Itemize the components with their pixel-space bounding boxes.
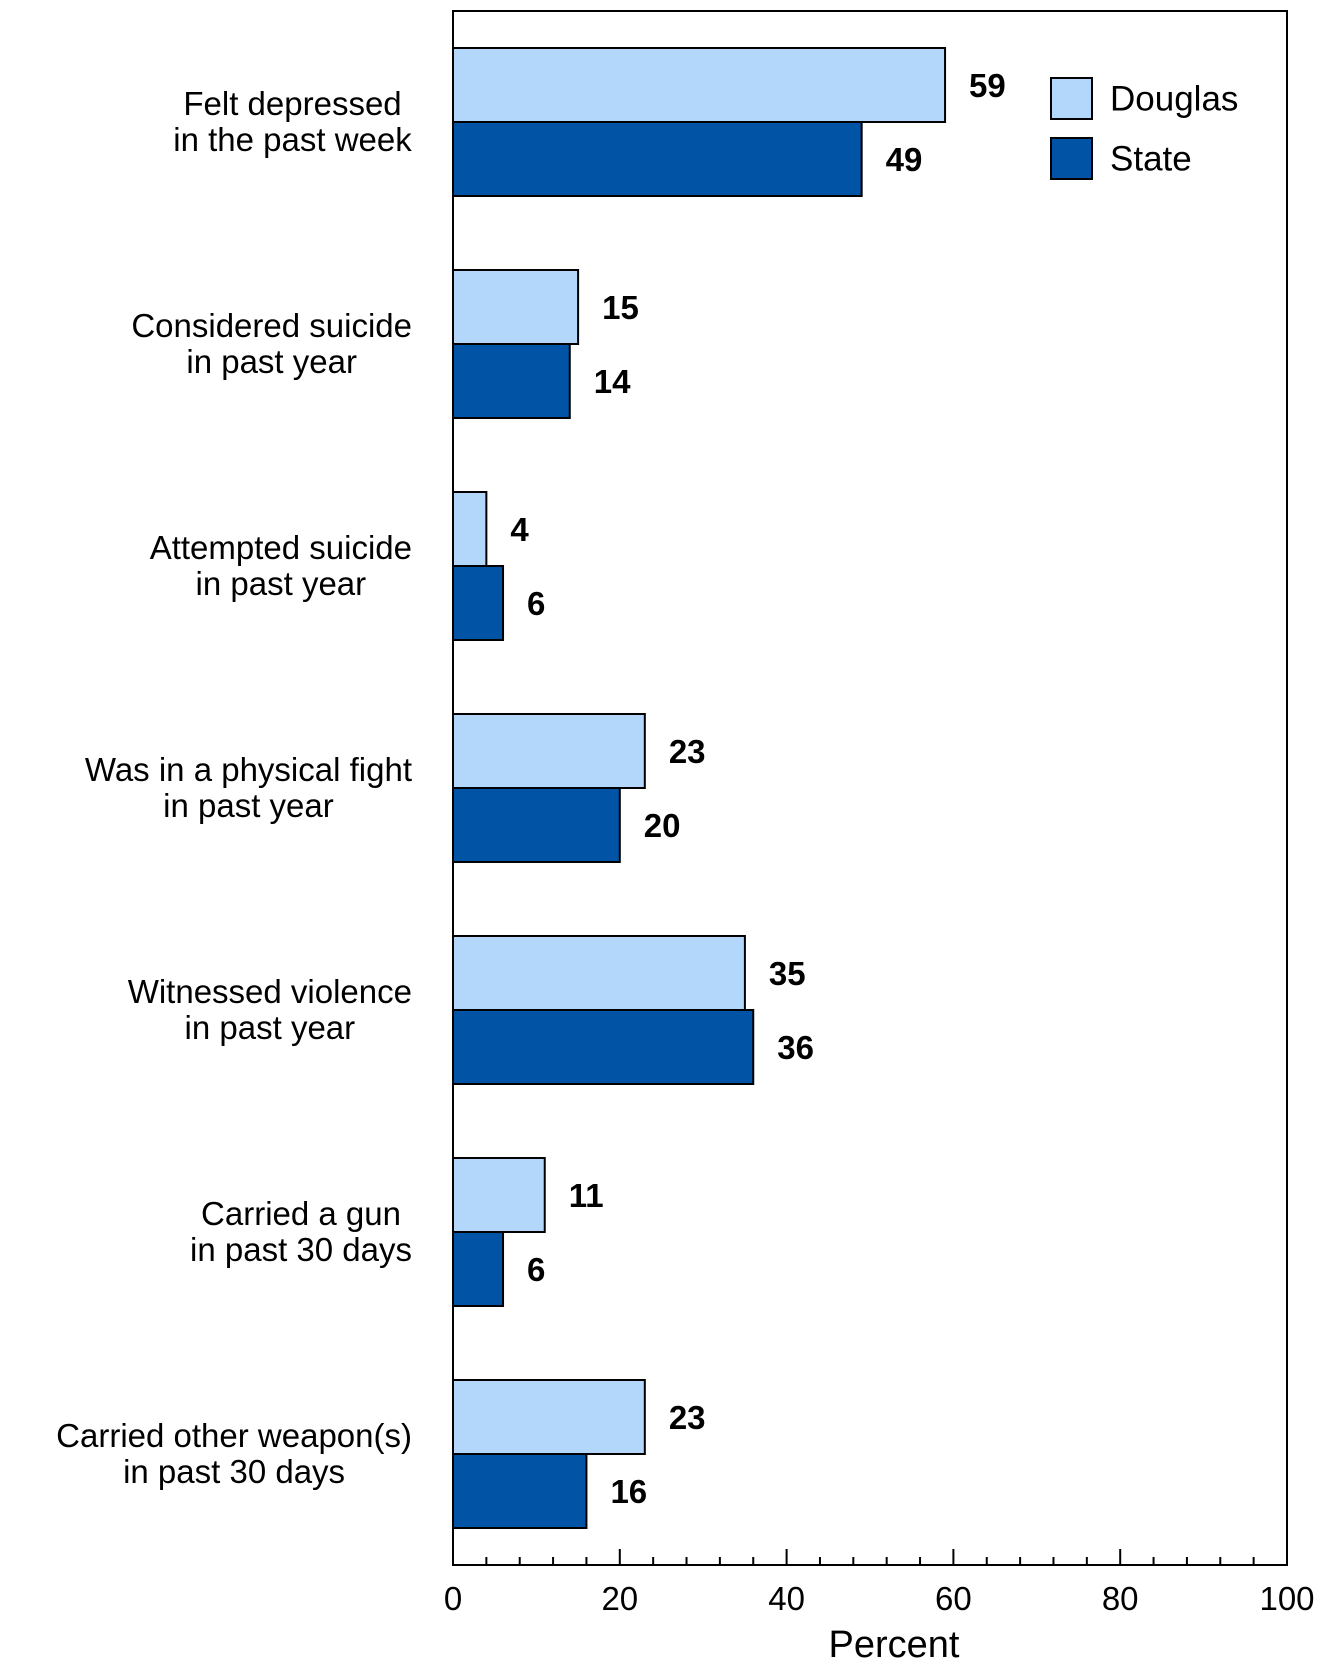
bar-state-1 — [452, 343, 571, 419]
category-label-2: Attempted suicide in past year — [150, 529, 412, 602]
value-label-state-3: 20 — [644, 807, 681, 844]
bar-douglas-2 — [452, 491, 488, 567]
bar-douglas-4 — [452, 935, 746, 1011]
category-label-0: Felt depressed in the past week — [173, 85, 412, 158]
bar-state-5 — [452, 1231, 505, 1307]
bar-state-3 — [452, 787, 621, 863]
legend-label-state: State — [1110, 140, 1192, 179]
bar-state-0 — [452, 121, 863, 197]
value-label-state-6: 16 — [610, 1473, 647, 1510]
category-label-4: Witnessed violence in past year — [128, 973, 412, 1046]
bar-state-6 — [452, 1453, 588, 1529]
bar-state-2 — [452, 565, 505, 641]
value-label-state-4: 36 — [777, 1029, 814, 1066]
x-tick-label: 100 — [1259, 1580, 1314, 1617]
x-tick-label: 60 — [935, 1580, 972, 1617]
legend-label-douglas: Douglas — [1110, 80, 1238, 119]
category-label-5: Carried a gun in past 30 days — [190, 1195, 412, 1268]
plot-frame — [452, 10, 1288, 1566]
value-label-douglas-0: 59 — [969, 67, 1006, 104]
x-tick-label: 0 — [444, 1580, 462, 1617]
value-label-douglas-4: 35 — [769, 955, 806, 992]
value-label-douglas-5: 11 — [569, 1177, 604, 1214]
value-label-state-1: 14 — [594, 363, 631, 400]
bar-douglas-1 — [452, 269, 580, 345]
bars-group — [452, 47, 947, 1529]
x-axis: 0 20 40 60 80 100 — [444, 1549, 1315, 1617]
bar-state-4 — [452, 1009, 755, 1085]
value-label-douglas-6: 23 — [669, 1399, 706, 1436]
bar-douglas-3 — [452, 713, 646, 789]
legend-swatch-douglas — [1050, 77, 1093, 120]
category-label-1: Considered suicide in past year — [131, 307, 412, 380]
value-label-state-5: 6 — [527, 1251, 545, 1288]
category-labels: Felt depressed in the past week Considered… — [56, 85, 412, 1490]
x-tick-label: 80 — [1102, 1580, 1139, 1617]
value-label-douglas-3: 23 — [669, 733, 706, 770]
value-label-douglas-2: 4 — [510, 511, 529, 548]
bar-douglas-6 — [452, 1379, 646, 1455]
value-label-douglas-1: 15 — [602, 289, 639, 326]
value-label-state-0: 49 — [886, 141, 923, 178]
x-tick-label: 40 — [768, 1580, 805, 1617]
bar-douglas-5 — [452, 1157, 546, 1233]
bar-douglas-0 — [452, 47, 947, 123]
legend-swatch-state — [1050, 137, 1093, 180]
category-label-6: Carried other weapon(s) in past 30 days — [56, 1417, 412, 1490]
legend: Douglas State — [1050, 77, 1238, 180]
x-axis-title: Percent — [829, 1624, 960, 1666]
x-tick-label: 20 — [601, 1580, 638, 1617]
category-label-3: Was in a physical fight in past year — [85, 751, 412, 824]
value-label-state-2: 6 — [527, 585, 545, 622]
value-labels: 59 49 15 14 4 6 23 20 35 36 11 6 23 16 — [510, 67, 1005, 1510]
